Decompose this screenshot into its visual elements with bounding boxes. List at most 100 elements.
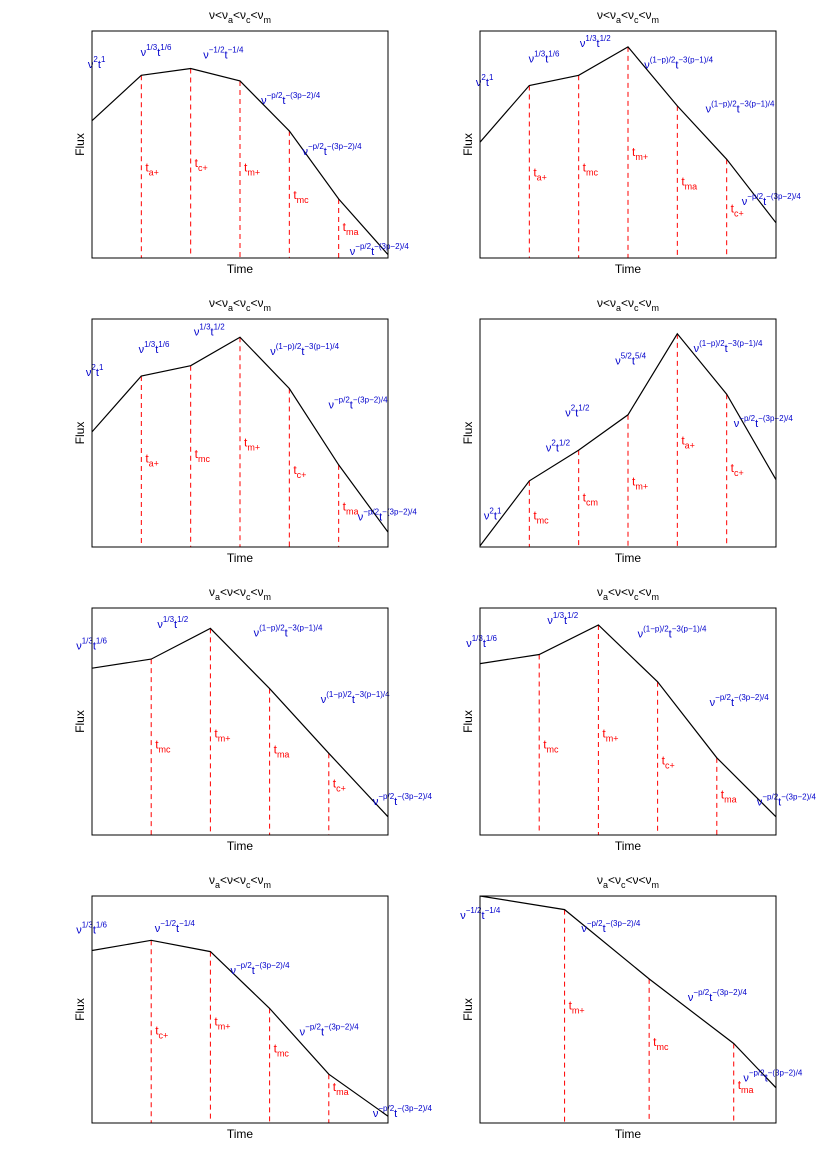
segment-scaling-label: ν2t1 xyxy=(88,55,106,71)
break-time-label: tc+ xyxy=(195,156,208,173)
segment-scaling-label: ν−p/2t−(3p−2)/4 xyxy=(710,693,770,709)
chart-panel-8: tm+ tmc tma ν−1/2t−1/4 ν−p/2t−(3p−2)/4 ν−p/2t… xyxy=(460,873,803,1141)
segment-scaling-label: ν−1/2t−1/4 xyxy=(460,906,501,922)
segment-scaling-label: ν1/3t1/2 xyxy=(194,322,225,338)
plot-frame xyxy=(91,607,389,836)
x-axis-label: Time xyxy=(227,262,254,276)
panel-title: νa<ν<νc<νm xyxy=(597,585,659,602)
x-axis-label: Time xyxy=(227,839,254,853)
plot-frame xyxy=(479,318,777,548)
break-time-label: tma xyxy=(333,1080,349,1097)
segment-scaling-label: ν1/3t1/6 xyxy=(76,637,107,653)
y-axis-label: Flux xyxy=(461,710,475,733)
break-time-label: tm+ xyxy=(244,161,260,178)
segment-scaling-label: ν−p/2t−(3p−2)/4 xyxy=(373,792,433,808)
break-time-label: tc+ xyxy=(662,754,675,771)
panel-title: νa<ν<νc<νm xyxy=(209,873,271,890)
panel-title: ν<νa<νc<νm xyxy=(597,8,659,25)
plot-frame xyxy=(479,30,777,259)
segment-scaling-label: ν−p/2t−(3p−2)/4 xyxy=(328,396,388,412)
flux-curve xyxy=(92,939,388,1117)
segment-scaling-label: ν−p/2t−(3p−2)/4 xyxy=(300,1022,360,1038)
segment-scaling-label: ν−p/2t−(3p−2)/4 xyxy=(742,192,802,208)
plot-frame xyxy=(91,30,389,259)
break-time-label: tc+ xyxy=(731,461,744,478)
segment-scaling-label: ν1/3t1/6 xyxy=(76,920,107,936)
segment-scaling-label: ν−p/2t−(3p−2)/4 xyxy=(373,1104,433,1120)
break-time-label: tma xyxy=(738,1078,754,1095)
segment-scaling-label: ν1/3t1/6 xyxy=(466,634,497,650)
segment-scaling-label: ν1/3t1/6 xyxy=(529,49,560,65)
segment-scaling-label: ν(1−p)/2t−3(p−1)/4 xyxy=(694,339,763,355)
break-time-label: tma xyxy=(343,500,359,517)
break-time-label: tm+ xyxy=(214,1014,230,1031)
segment-scaling-label: ν−p/2t−(3p−2)/4 xyxy=(734,414,794,430)
break-time-label: tc+ xyxy=(293,463,306,480)
segment-scaling-label: ν2t1 xyxy=(484,506,502,522)
break-time-label: tc+ xyxy=(731,202,744,219)
segment-scaling-label: ν5/2t5/4 xyxy=(615,351,646,367)
y-axis-label: Flux xyxy=(461,422,475,445)
panel-title: νa<ν<νc<νm xyxy=(209,585,271,602)
break-time-label: tmc xyxy=(653,1035,669,1052)
break-time-label: tmc xyxy=(583,161,599,178)
plot-frame xyxy=(479,895,777,1124)
segment-scaling-label: ν(1−p)/2t−3(p−1)/4 xyxy=(270,342,339,358)
y-axis-label: Flux xyxy=(461,133,475,156)
break-time-label: tm+ xyxy=(214,726,230,743)
y-axis-label: Flux xyxy=(73,998,87,1021)
break-time-label: tma xyxy=(274,742,290,759)
segment-scaling-label: ν−p/2t−(3p−2)/4 xyxy=(230,961,290,977)
flux-curve xyxy=(92,67,388,255)
chart-panel-5: tmc tm+ tma tc+ ν1/3t1/6 ν1/3t1/2 ν(1−p)/2t−3(… xyxy=(73,585,432,853)
segment-scaling-label: ν−p/2t−(3p−2)/4 xyxy=(261,91,321,107)
y-axis-label: Flux xyxy=(73,133,87,156)
break-time-label: tm+ xyxy=(569,999,585,1016)
segment-scaling-label: ν−p/2t−(3p−2)/4 xyxy=(302,142,362,158)
segment-scaling-label: ν−p/2t−(3p−2)/4 xyxy=(757,792,817,808)
segment-scaling-label: ν1/3t1/2 xyxy=(547,611,578,627)
segment-scaling-label: ν(1−p)/2t−3(p−1)/4 xyxy=(321,690,390,706)
x-axis-label: Time xyxy=(615,1127,642,1141)
plot-frame xyxy=(91,318,389,548)
chart-panel-3: ta+ tmc tm+ tc+ tma ν2t1 ν1/3t1/6 ν1/3t1/2 ν(1−p… xyxy=(73,296,417,565)
break-time-label: tmc xyxy=(543,738,559,755)
break-time-label: ta+ xyxy=(145,161,159,178)
segment-scaling-label: ν−p/2t−(3p−2)/4 xyxy=(358,508,418,524)
segment-scaling-label: ν2t1 xyxy=(476,73,494,89)
segment-scaling-label: ν(1−p)/2t−3(p−1)/4 xyxy=(706,100,775,116)
x-axis-label: Time xyxy=(615,839,642,853)
segment-scaling-label: ν−p/2t−(3p−2)/4 xyxy=(743,1069,803,1085)
chart-panel-4: tmc tcm tm+ ta+ tc+ ν2t1 ν2t1/2 ν2t1/2 ν5/2t5/4 ν… xyxy=(461,296,793,565)
x-axis-label: Time xyxy=(227,551,254,565)
y-axis-label: Flux xyxy=(73,710,87,733)
break-time-label: tma xyxy=(721,788,737,805)
flux-curve xyxy=(480,46,776,224)
break-time-label: tc+ xyxy=(333,776,346,793)
chart-panel-6: tmc tm+ tc+ tma ν1/3t1/6 ν1/3t1/2 ν(1−p)/2t−3(… xyxy=(461,585,816,853)
break-time-label: tmc xyxy=(274,1042,290,1059)
break-time-label: tma xyxy=(681,174,697,191)
segment-scaling-label: ν2t1 xyxy=(86,363,104,379)
panel-title: ν<νa<νc<νm xyxy=(597,296,659,313)
segment-scaling-label: ν(1−p)/2t−3(p−1)/4 xyxy=(638,624,707,640)
panel-title: ν<νa<νc<νm xyxy=(209,8,271,25)
break-time-label: tmc xyxy=(293,188,309,205)
segment-scaling-label: ν−p/2t−(3p−2)/4 xyxy=(350,242,410,258)
break-time-label: tm+ xyxy=(632,145,648,162)
segment-scaling-label: ν(1−p)/2t−3(p−1)/4 xyxy=(254,624,323,640)
break-time-label: tm+ xyxy=(244,436,260,453)
segment-scaling-label: ν1/3t1/6 xyxy=(139,340,170,356)
panel-title: ν<νa<νc<νm xyxy=(209,296,271,313)
x-axis-label: Time xyxy=(615,551,642,565)
break-time-label: tm+ xyxy=(632,474,648,491)
break-time-label: ta+ xyxy=(145,452,159,469)
break-time-label: tmc xyxy=(155,738,171,755)
y-axis-label: Flux xyxy=(73,422,87,445)
break-time-label: tcm xyxy=(583,490,598,507)
x-axis-label: Time xyxy=(615,262,642,276)
segment-scaling-label: ν(1−p)/2t−3(p−1)/4 xyxy=(644,55,713,71)
x-axis-label: Time xyxy=(227,1127,254,1141)
segment-scaling-label: ν1/3t1/2 xyxy=(157,615,188,631)
